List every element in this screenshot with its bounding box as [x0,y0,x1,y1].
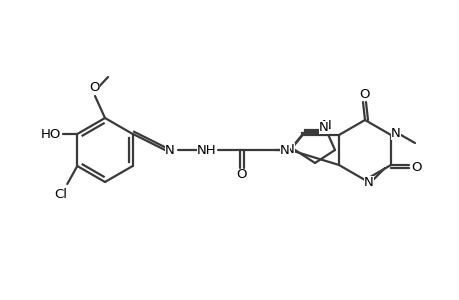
Text: N: N [364,176,373,188]
Text: N: N [321,118,331,131]
Text: N: N [165,143,174,157]
Text: O: O [236,169,247,182]
Text: NH: NH [197,143,216,157]
Text: N: N [390,127,400,140]
Text: N: N [319,121,328,134]
Text: HO: HO [41,128,62,140]
Text: Cl: Cl [54,188,67,200]
Text: N: N [285,142,294,155]
Text: N: N [280,143,289,157]
Text: O: O [359,88,369,100]
Text: O: O [90,80,100,94]
Text: O: O [411,160,421,173]
